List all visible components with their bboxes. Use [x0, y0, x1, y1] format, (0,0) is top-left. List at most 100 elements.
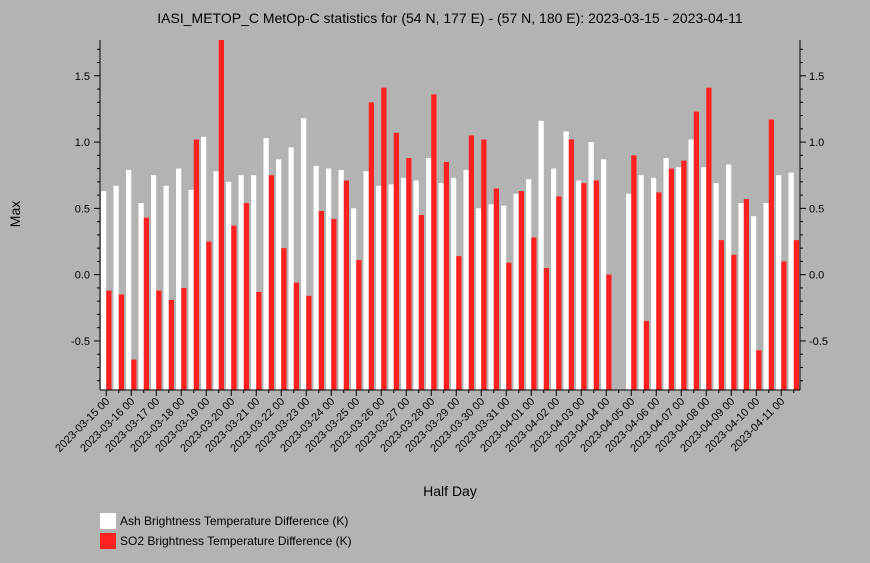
ash-bar — [238, 175, 244, 390]
ash-bar — [526, 179, 532, 390]
y-tick-label-left: 1.0 — [75, 137, 90, 149]
so2-bar — [331, 218, 337, 390]
ash-bar — [213, 171, 219, 390]
ash-bar — [226, 181, 232, 390]
ash-bar — [338, 169, 344, 390]
so2-bar — [156, 290, 162, 390]
ash-bar — [476, 208, 482, 390]
legend-swatch-so2 — [100, 533, 116, 549]
ash-bar — [326, 168, 332, 390]
so2-bar — [306, 295, 312, 390]
ash-bar — [401, 177, 407, 390]
ash-bar — [788, 172, 794, 390]
legend: Ash Brightness Temperature Difference (K… — [100, 511, 352, 551]
so2-bar — [668, 168, 674, 390]
legend-swatch-ash — [100, 513, 116, 529]
ash-bar — [563, 131, 569, 391]
y-tick-label-right: 0.0 — [809, 270, 824, 282]
ash-bar — [463, 169, 469, 390]
so2-bar — [581, 183, 587, 390]
y-tick-label-right: 1.5 — [809, 71, 824, 83]
ash-bar — [513, 193, 519, 390]
ash-bar — [776, 175, 782, 390]
so2-bar — [593, 180, 599, 390]
so2-bar — [493, 188, 499, 390]
so2-bar — [418, 215, 424, 390]
ash-bar — [651, 177, 657, 390]
so2-bar — [356, 260, 362, 390]
so2-bar — [243, 203, 249, 390]
so2-bar — [393, 132, 399, 391]
so2-bar — [293, 282, 299, 390]
so2-bar — [781, 261, 787, 390]
ash-bar — [163, 185, 169, 390]
so2-bar — [118, 294, 124, 390]
so2-bar — [793, 240, 799, 390]
so2-bar — [456, 256, 462, 390]
so2-bar — [768, 119, 774, 391]
ash-bar — [201, 136, 207, 390]
y-tick-label-right: 0.5 — [809, 203, 824, 215]
y-tick-label-right: 1.0 — [809, 137, 824, 149]
so2-bar — [143, 217, 149, 390]
ash-bar — [663, 157, 669, 390]
ash-bar — [376, 185, 382, 390]
ash-bar — [276, 159, 282, 390]
legend-item-so2: SO2 Brightness Temperature Difference (K… — [100, 531, 352, 551]
ash-bar — [176, 168, 182, 390]
so2-bar — [256, 291, 262, 390]
ash-bar — [113, 185, 119, 390]
legend-label-ash: Ash Brightness Temperature Difference (K… — [120, 514, 349, 528]
ash-bar — [676, 167, 682, 390]
y-tick-label-right: -0.5 — [809, 336, 828, 348]
ash-bar — [426, 157, 432, 390]
so2-bar — [206, 241, 212, 390]
ash-bar — [738, 203, 744, 390]
y-tick-label-left: -0.5 — [71, 336, 90, 348]
so2-bar — [168, 299, 174, 390]
ash-bar — [713, 183, 719, 390]
ash-bar — [501, 205, 507, 390]
ash-bar — [588, 142, 594, 390]
ash-bar — [626, 193, 632, 390]
so2-bar — [568, 139, 574, 390]
so2-bar — [743, 199, 749, 390]
so2-bar — [443, 161, 449, 390]
y-tick-label-left: 1.5 — [75, 71, 90, 83]
so2-bar — [681, 160, 687, 390]
legend-label-so2: SO2 Brightness Temperature Difference (K… — [120, 534, 352, 548]
so2-bar — [281, 248, 287, 390]
so2-bar — [656, 192, 662, 390]
ash-bar — [726, 164, 732, 390]
so2-bar — [218, 40, 224, 390]
so2-bar — [131, 359, 137, 390]
so2-bar — [318, 211, 324, 390]
so2-bar — [756, 350, 762, 390]
so2-bar — [231, 225, 237, 390]
ash-bar — [263, 138, 269, 390]
so2-bar — [343, 180, 349, 390]
ash-bar — [438, 183, 444, 390]
y-axis-label: Max — [7, 201, 23, 227]
so2-bar — [731, 254, 737, 390]
so2-bar — [368, 102, 374, 390]
so2-bar — [481, 139, 487, 390]
so2-bar — [543, 268, 549, 390]
so2-bar — [718, 240, 724, 390]
ash-bar — [251, 175, 257, 390]
x-axis-label: Half Day — [423, 483, 477, 499]
ash-bar — [451, 177, 457, 390]
ash-bar — [576, 180, 582, 390]
so2-bar — [381, 87, 387, 390]
so2-bar — [268, 175, 274, 390]
ash-bar — [701, 167, 707, 390]
ash-bar — [538, 120, 544, 391]
ash-bar — [288, 147, 294, 390]
ash-bar — [101, 191, 107, 390]
so2-bar — [693, 111, 699, 390]
ash-bar — [388, 184, 394, 390]
so2-bar — [468, 135, 474, 390]
ash-bar — [488, 204, 494, 390]
ash-bar — [551, 168, 557, 390]
legend-item-ash: Ash Brightness Temperature Difference (K… — [100, 511, 352, 531]
